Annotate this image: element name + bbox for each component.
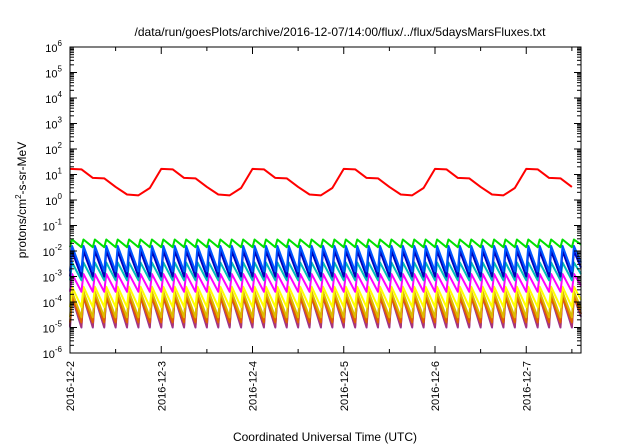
y-tick-exponent: 1 bbox=[58, 167, 63, 176]
series-line-5 bbox=[69, 272, 582, 293]
y-tick-label: 102 bbox=[45, 141, 62, 157]
chart-title: /data/run/goesPlots/archive/2016-12-07/1… bbox=[135, 25, 547, 39]
y-tick-label: 101 bbox=[45, 167, 62, 183]
y-tick-label: 10-5 bbox=[43, 320, 63, 336]
y-tick-exponent: -6 bbox=[55, 345, 63, 354]
y-tick-exponent: -5 bbox=[55, 320, 63, 329]
x-tick-label: 2016-12-3 bbox=[156, 361, 168, 411]
x-tick-label: 2016-12-7 bbox=[521, 361, 533, 411]
y-tick-exponent: 2 bbox=[58, 141, 63, 150]
y-tick-label: 10-2 bbox=[43, 243, 63, 259]
y-tick-label: 10-6 bbox=[43, 345, 63, 361]
y-tick-label: 103 bbox=[45, 116, 62, 132]
y-tick-label: 10-1 bbox=[43, 218, 63, 234]
y-axis-label: protons/cm2-s-sr-MeV bbox=[14, 142, 29, 258]
y-tick-label: 10-3 bbox=[43, 269, 63, 285]
series-line-1 bbox=[69, 238, 582, 249]
y-tick-exponent: -3 bbox=[55, 269, 63, 278]
y-axis-label-sup: 2 bbox=[14, 194, 23, 199]
x-axis-label: Coordinated Universal Time (UTC) bbox=[233, 430, 417, 444]
x-tick-label: 2016-12-5 bbox=[339, 361, 351, 411]
y-tick-label: 105 bbox=[45, 65, 62, 81]
x-axis: 2016-12-2 2016-12-3 2016-12-4 2016-12-5 2016… bbox=[65, 47, 573, 411]
y-tick-exponent: -4 bbox=[55, 294, 63, 303]
x-tick-label: 2016-12-4 bbox=[248, 361, 260, 411]
y-tick-exponent: 0 bbox=[58, 192, 63, 201]
y-tick-label: 100 bbox=[45, 192, 62, 208]
y-tick-exponent: 3 bbox=[58, 116, 63, 125]
series-layer bbox=[69, 167, 582, 329]
y-axis: 10-610-510-410-310-210-11001011021031041… bbox=[43, 39, 581, 361]
x-tick-label: 2016-12-6 bbox=[430, 361, 442, 411]
y-tick-exponent: 5 bbox=[58, 65, 63, 74]
y-tick-exponent: 6 bbox=[58, 39, 63, 48]
series-line-6 bbox=[69, 285, 582, 309]
series-line-0 bbox=[69, 167, 573, 197]
y-tick-label: 10-4 bbox=[43, 294, 63, 310]
y-tick-exponent: -1 bbox=[55, 218, 63, 227]
y-tick-label: 106 bbox=[45, 39, 62, 55]
y-tick-label: 104 bbox=[45, 90, 62, 106]
y-tick-exponent: 4 bbox=[58, 90, 63, 99]
y-tick-exponent: -2 bbox=[55, 243, 63, 252]
x-tick-label: 2016-12-2 bbox=[65, 361, 77, 411]
y-axis-label-rest: -s-sr-MeV bbox=[15, 142, 29, 195]
y-axis-label-main: protons/cm bbox=[15, 199, 29, 258]
series-line-2 bbox=[69, 244, 582, 273]
